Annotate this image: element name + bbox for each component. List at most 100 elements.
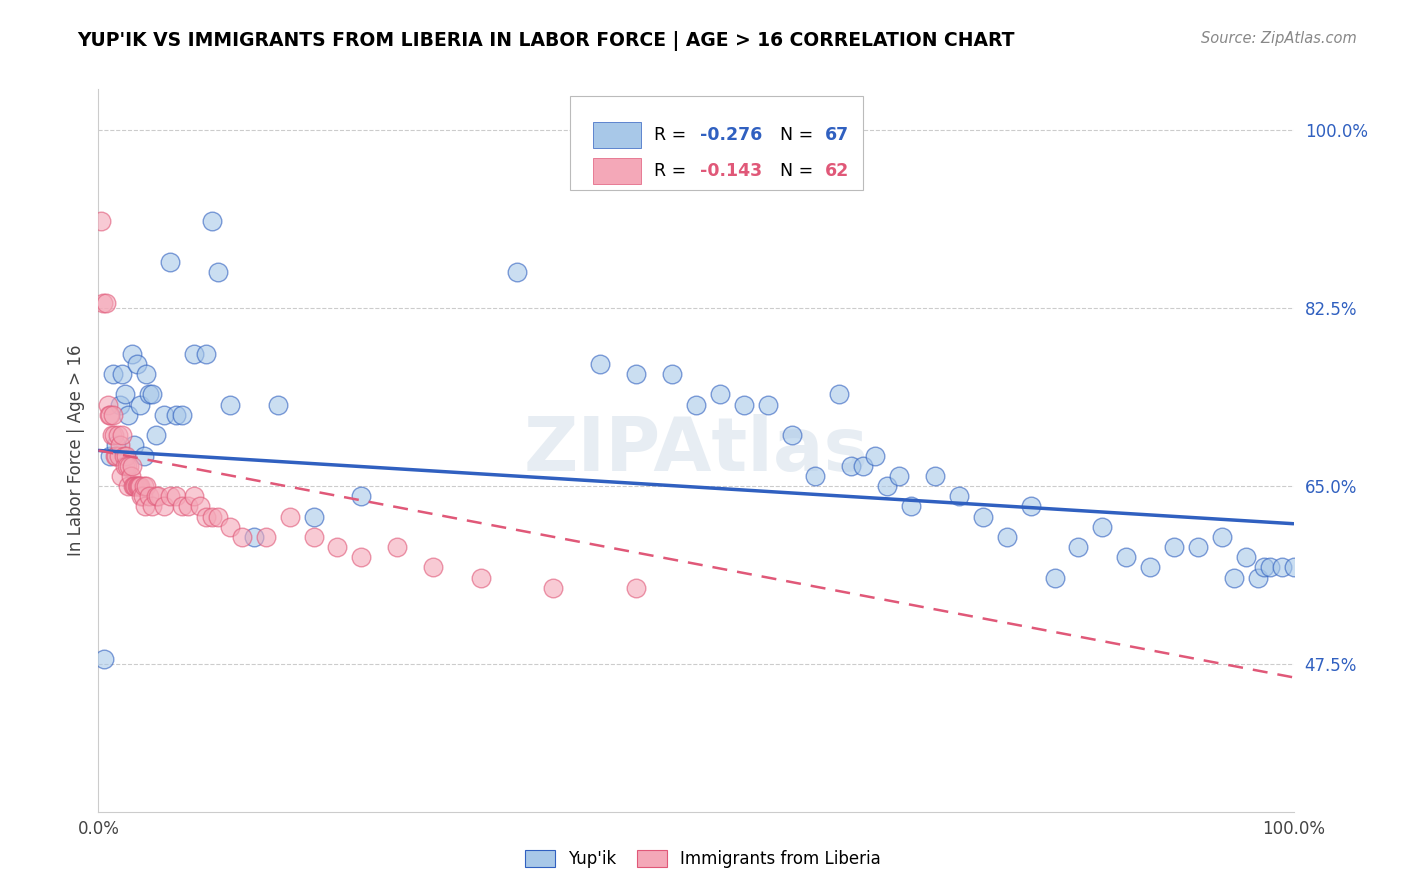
Point (165, 489, 187, 503)
Text: -0.276: -0.276 (700, 126, 762, 144)
Point (1163, 540, 1185, 554)
Text: ZIPAtlas: ZIPAtlas (523, 414, 869, 487)
Point (506, 265, 529, 279)
Point (350, 489, 373, 503)
Point (135, 479, 157, 493)
Point (101, 408, 124, 422)
Text: N =: N = (780, 126, 818, 144)
Point (141, 387, 163, 401)
Point (924, 469, 946, 483)
Point (201, 214, 224, 228)
Point (172, 500, 194, 514)
Point (177, 500, 200, 514)
Point (128, 479, 150, 493)
Point (129, 398, 152, 412)
Point (1211, 530, 1233, 544)
Point (1139, 560, 1161, 574)
Point (841, 458, 863, 473)
Point (101, 367, 124, 381)
Point (889, 469, 911, 483)
Text: Source: ZipAtlas.com: Source: ZipAtlas.com (1201, 31, 1357, 46)
Point (159, 255, 181, 269)
Point (100, 428, 122, 442)
Point (900, 500, 922, 514)
Point (219, 520, 242, 534)
Point (134, 500, 156, 514)
Point (125, 357, 148, 371)
Point (103, 428, 125, 442)
Point (114, 458, 136, 473)
Point (1258, 560, 1281, 574)
Point (91, 296, 114, 310)
Point (1234, 550, 1257, 565)
Point (733, 398, 755, 412)
FancyBboxPatch shape (593, 158, 641, 184)
Point (385, 540, 409, 554)
Point (127, 479, 149, 493)
Point (231, 530, 253, 544)
FancyBboxPatch shape (593, 121, 641, 148)
Point (183, 489, 205, 503)
Point (972, 509, 994, 524)
Point (124, 438, 146, 452)
Point (124, 479, 146, 493)
Point (120, 469, 142, 483)
Point (1247, 571, 1270, 585)
Point (105, 438, 128, 452)
Text: R =: R = (654, 126, 692, 144)
Point (98, 408, 122, 422)
Point (104, 449, 127, 463)
Point (756, 398, 779, 412)
Point (1043, 571, 1066, 585)
Point (1115, 550, 1137, 565)
Legend: Yup'ik, Immigrants from Liberia: Yup'ik, Immigrants from Liberia (519, 843, 887, 875)
Point (350, 550, 373, 565)
Point (159, 489, 181, 503)
Point (131, 489, 153, 503)
Point (709, 387, 731, 401)
Point (1271, 560, 1294, 574)
Point (98, 449, 122, 463)
Point (110, 469, 132, 483)
Point (117, 408, 139, 422)
Point (90, 214, 112, 228)
Point (111, 428, 134, 442)
Point (188, 500, 211, 514)
Point (626, 367, 648, 381)
Point (145, 489, 167, 503)
Text: 62: 62 (825, 162, 849, 180)
Point (1253, 560, 1275, 574)
Point (94, 296, 117, 310)
Point (114, 387, 136, 401)
Point (117, 479, 139, 493)
Point (118, 458, 141, 473)
Point (132, 449, 155, 463)
Point (131, 489, 153, 503)
Point (195, 347, 218, 361)
Point (626, 581, 648, 595)
Point (661, 367, 683, 381)
Text: 67: 67 (825, 126, 849, 144)
Text: N =: N = (780, 162, 818, 180)
Point (780, 428, 803, 442)
Point (153, 500, 176, 514)
Point (219, 398, 242, 412)
Point (1187, 540, 1209, 554)
Point (876, 479, 898, 493)
Point (138, 489, 160, 503)
Point (207, 509, 229, 524)
Point (107, 428, 129, 442)
Point (1091, 520, 1114, 534)
Point (195, 509, 218, 524)
Point (302, 530, 325, 544)
Point (865, 449, 887, 463)
Point (141, 500, 163, 514)
Point (183, 347, 205, 361)
Point (105, 449, 128, 463)
Text: -0.143: -0.143 (700, 162, 762, 180)
Point (135, 367, 157, 381)
Point (115, 449, 138, 463)
Point (125, 479, 148, 493)
Point (93, 652, 115, 666)
Point (1282, 560, 1305, 574)
